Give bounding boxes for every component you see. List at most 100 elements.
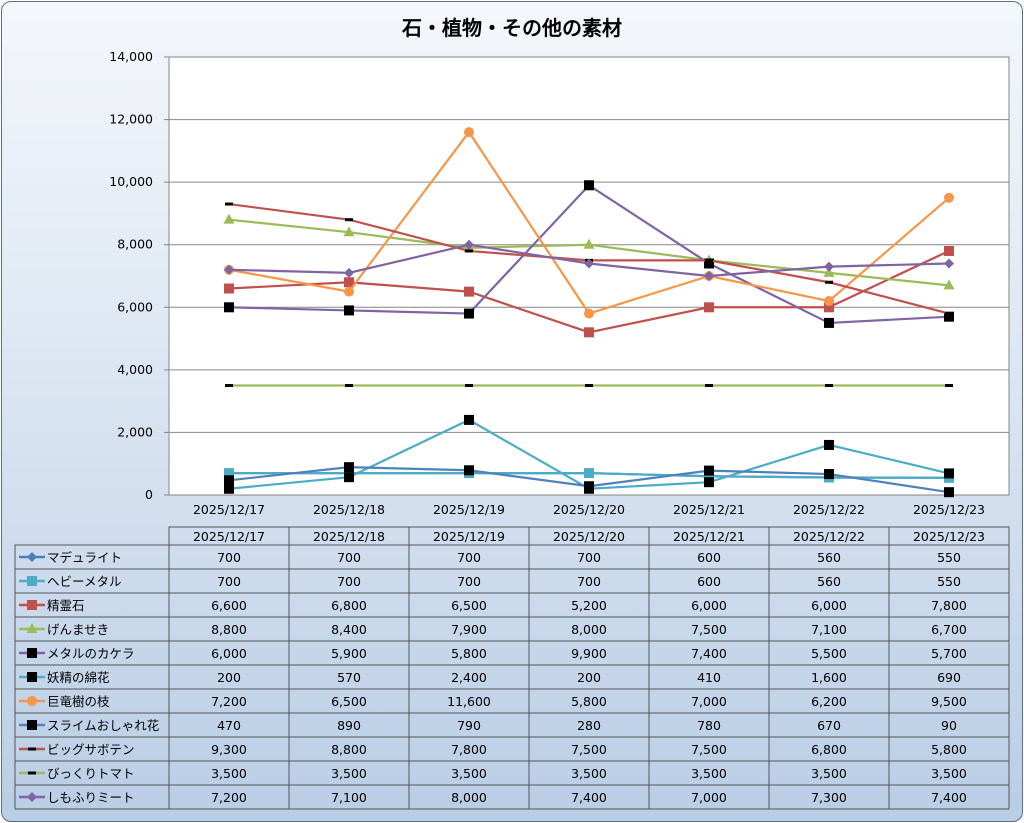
table-row: 巨竜樹の枝 7,200 6,500 11,600 5,800 7,000 6,200 9,50…	[14, 688, 1010, 714]
diamond-marker	[27, 552, 37, 562]
square-marker	[944, 311, 954, 322]
y-tick-label: 14,000	[109, 49, 153, 64]
table-cell: 8,800	[211, 622, 247, 637]
table-row-border	[14, 760, 1010, 786]
table-cell: 11,600	[447, 694, 491, 709]
y-tick-label: 10,000	[109, 174, 153, 189]
table-cell: 5,700	[931, 646, 967, 661]
x-tick-label: 2025/12/18	[313, 502, 385, 517]
table-cell: 5,200	[571, 598, 607, 613]
table-cell: 700	[577, 574, 601, 589]
table-cell: 560	[817, 574, 841, 589]
table-cell: 7,300	[811, 790, 847, 805]
table-cell: 690	[937, 670, 961, 685]
table-row: マデュライト 700 700 700 700 600 560 550	[14, 544, 1010, 570]
circle-marker	[464, 127, 474, 138]
square-marker	[704, 302, 714, 313]
table-cell: 6,500	[331, 694, 367, 709]
table-cell: 8,000	[451, 790, 487, 805]
dash-marker	[345, 218, 353, 222]
table-header-cell: 2025/12/20	[553, 529, 625, 544]
table-cell: 9,500	[931, 694, 967, 709]
table-row: メタルのカケラ 6,000 5,900 5,800 9,900 7,400 5,500 5,7…	[14, 640, 1010, 666]
table-cell: 6,000	[691, 598, 727, 613]
table-cell: 6,200	[811, 694, 847, 709]
square-marker	[824, 469, 834, 480]
square-marker	[344, 277, 354, 288]
legend-label: メタルのカケラ	[47, 646, 135, 661]
table-cell: 7,200	[211, 694, 247, 709]
diamond-marker	[27, 792, 37, 802]
table-cell: 670	[817, 718, 841, 733]
square-marker	[27, 600, 37, 610]
table-row-border	[14, 592, 1010, 618]
square-marker	[464, 308, 474, 319]
table-cell: 6,800	[331, 598, 367, 613]
table-cell: 8,000	[571, 622, 607, 637]
square-marker	[704, 465, 714, 476]
table-cell: 550	[937, 574, 961, 589]
table-header-cell: 2025/12/17	[193, 529, 265, 544]
triangle-marker	[26, 623, 38, 633]
dash-marker	[28, 747, 36, 751]
table-cell: 1,600	[811, 670, 847, 685]
diamond-marker	[344, 267, 354, 278]
table-cell: 3,500	[811, 766, 847, 781]
series-8	[224, 462, 954, 498]
diamond-marker	[944, 258, 954, 269]
square-marker	[944, 245, 954, 256]
table-cell: 3,500	[691, 766, 727, 781]
dash-marker	[225, 384, 233, 387]
square-marker	[584, 468, 594, 479]
table-cell: 700	[457, 550, 481, 565]
table-cell: 7,400	[691, 646, 727, 661]
square-marker	[704, 258, 714, 269]
table-cell: 8,800	[331, 742, 367, 757]
table-header-cell: 2025/12/18	[313, 529, 385, 544]
table-row: ヘビーメタル 700 700 700 700 600 560 550	[14, 568, 1010, 594]
dash-marker	[28, 771, 36, 775]
table-cell: 280	[577, 718, 601, 733]
legend-label: 巨竜樹の枝	[47, 694, 110, 709]
square-marker	[27, 576, 37, 586]
square-marker	[224, 483, 234, 494]
dash-marker	[705, 258, 713, 262]
table-cell: 3,500	[211, 766, 247, 781]
series-5	[224, 180, 954, 328]
table-cell: 5,800	[931, 742, 967, 757]
square-marker	[584, 180, 594, 191]
square-marker	[344, 305, 354, 316]
table-cell: 3,500	[451, 766, 487, 781]
table-row-border	[14, 568, 1010, 594]
table-cell: 6,600	[211, 598, 247, 613]
y-tick-label: 6,000	[117, 299, 153, 314]
square-marker	[464, 286, 474, 297]
table-cell: 700	[457, 574, 481, 589]
y-tick-label: 4,000	[117, 362, 153, 377]
table-cell: 7,500	[691, 742, 727, 757]
square-marker	[584, 481, 594, 492]
square-marker	[27, 720, 37, 730]
legend-label: 妖精の綿花	[47, 670, 110, 685]
square-marker	[944, 468, 954, 479]
table-cell: 700	[217, 574, 241, 589]
x-tick-label: 2025/12/17	[193, 502, 265, 517]
table-cell: 600	[697, 550, 721, 565]
table-cell: 780	[697, 718, 721, 733]
diamond-marker	[704, 271, 714, 281]
table-cell: 5,900	[331, 646, 367, 661]
table-cell: 90	[941, 718, 957, 733]
square-marker	[464, 414, 474, 425]
triangle-marker	[343, 226, 355, 237]
y-tick-label: 2,000	[117, 424, 153, 439]
table-cell: 570	[337, 670, 361, 685]
table-cell: 2,400	[451, 670, 487, 685]
legend-label: しもふりミート	[47, 790, 135, 805]
square-marker	[944, 487, 954, 498]
circle-marker	[944, 192, 954, 203]
table-cell: 7,000	[691, 790, 727, 805]
dash-marker	[825, 384, 833, 387]
square-marker	[464, 465, 474, 476]
circle-marker	[344, 286, 354, 297]
